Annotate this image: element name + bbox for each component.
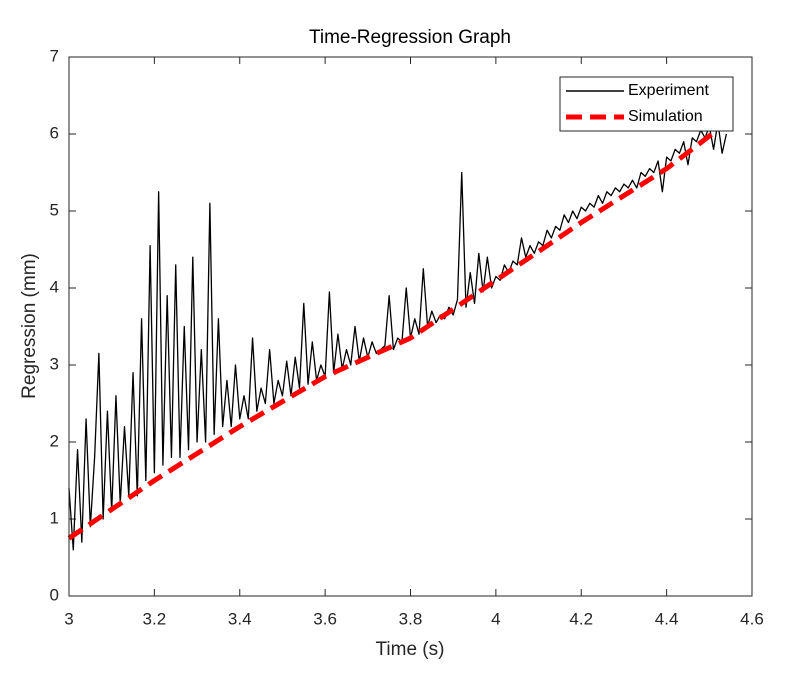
y-tick-label: 2 xyxy=(50,431,59,450)
y-axis-label: Regression (mm) xyxy=(19,253,40,399)
x-tick-label: 3.4 xyxy=(228,609,252,628)
legend-box xyxy=(559,76,734,132)
x-tick-label: 3 xyxy=(64,609,73,628)
y-tick-label: 5 xyxy=(50,200,59,219)
x-tick-label: 4 xyxy=(491,609,500,628)
plot-frame xyxy=(68,56,753,597)
data-line xyxy=(67,124,724,541)
y-tick-label: 1 xyxy=(50,508,59,527)
x-tick-label: 4.6 xyxy=(740,609,764,628)
legend-label: Experiment xyxy=(628,82,709,99)
y-tick-label: 4 xyxy=(50,277,59,296)
y-tick-label: 0 xyxy=(50,585,59,604)
x-axis-label: Time (s) xyxy=(376,639,445,660)
legend-label: Simulation xyxy=(628,108,703,125)
y-tick-label: 3 xyxy=(50,354,59,373)
x-tick-label: 4.4 xyxy=(655,609,679,628)
x-tick-label: 3.8 xyxy=(399,609,423,628)
x-tick-label: 3.2 xyxy=(143,609,167,628)
chart-title: Time-Regression Graph xyxy=(309,27,511,48)
y-tick-label: 6 xyxy=(50,123,59,142)
x-tick-label: 4.2 xyxy=(569,609,593,628)
x-tick-label: 3.6 xyxy=(313,609,337,628)
data-line xyxy=(68,121,728,551)
y-tick-label: 7 xyxy=(50,46,59,65)
